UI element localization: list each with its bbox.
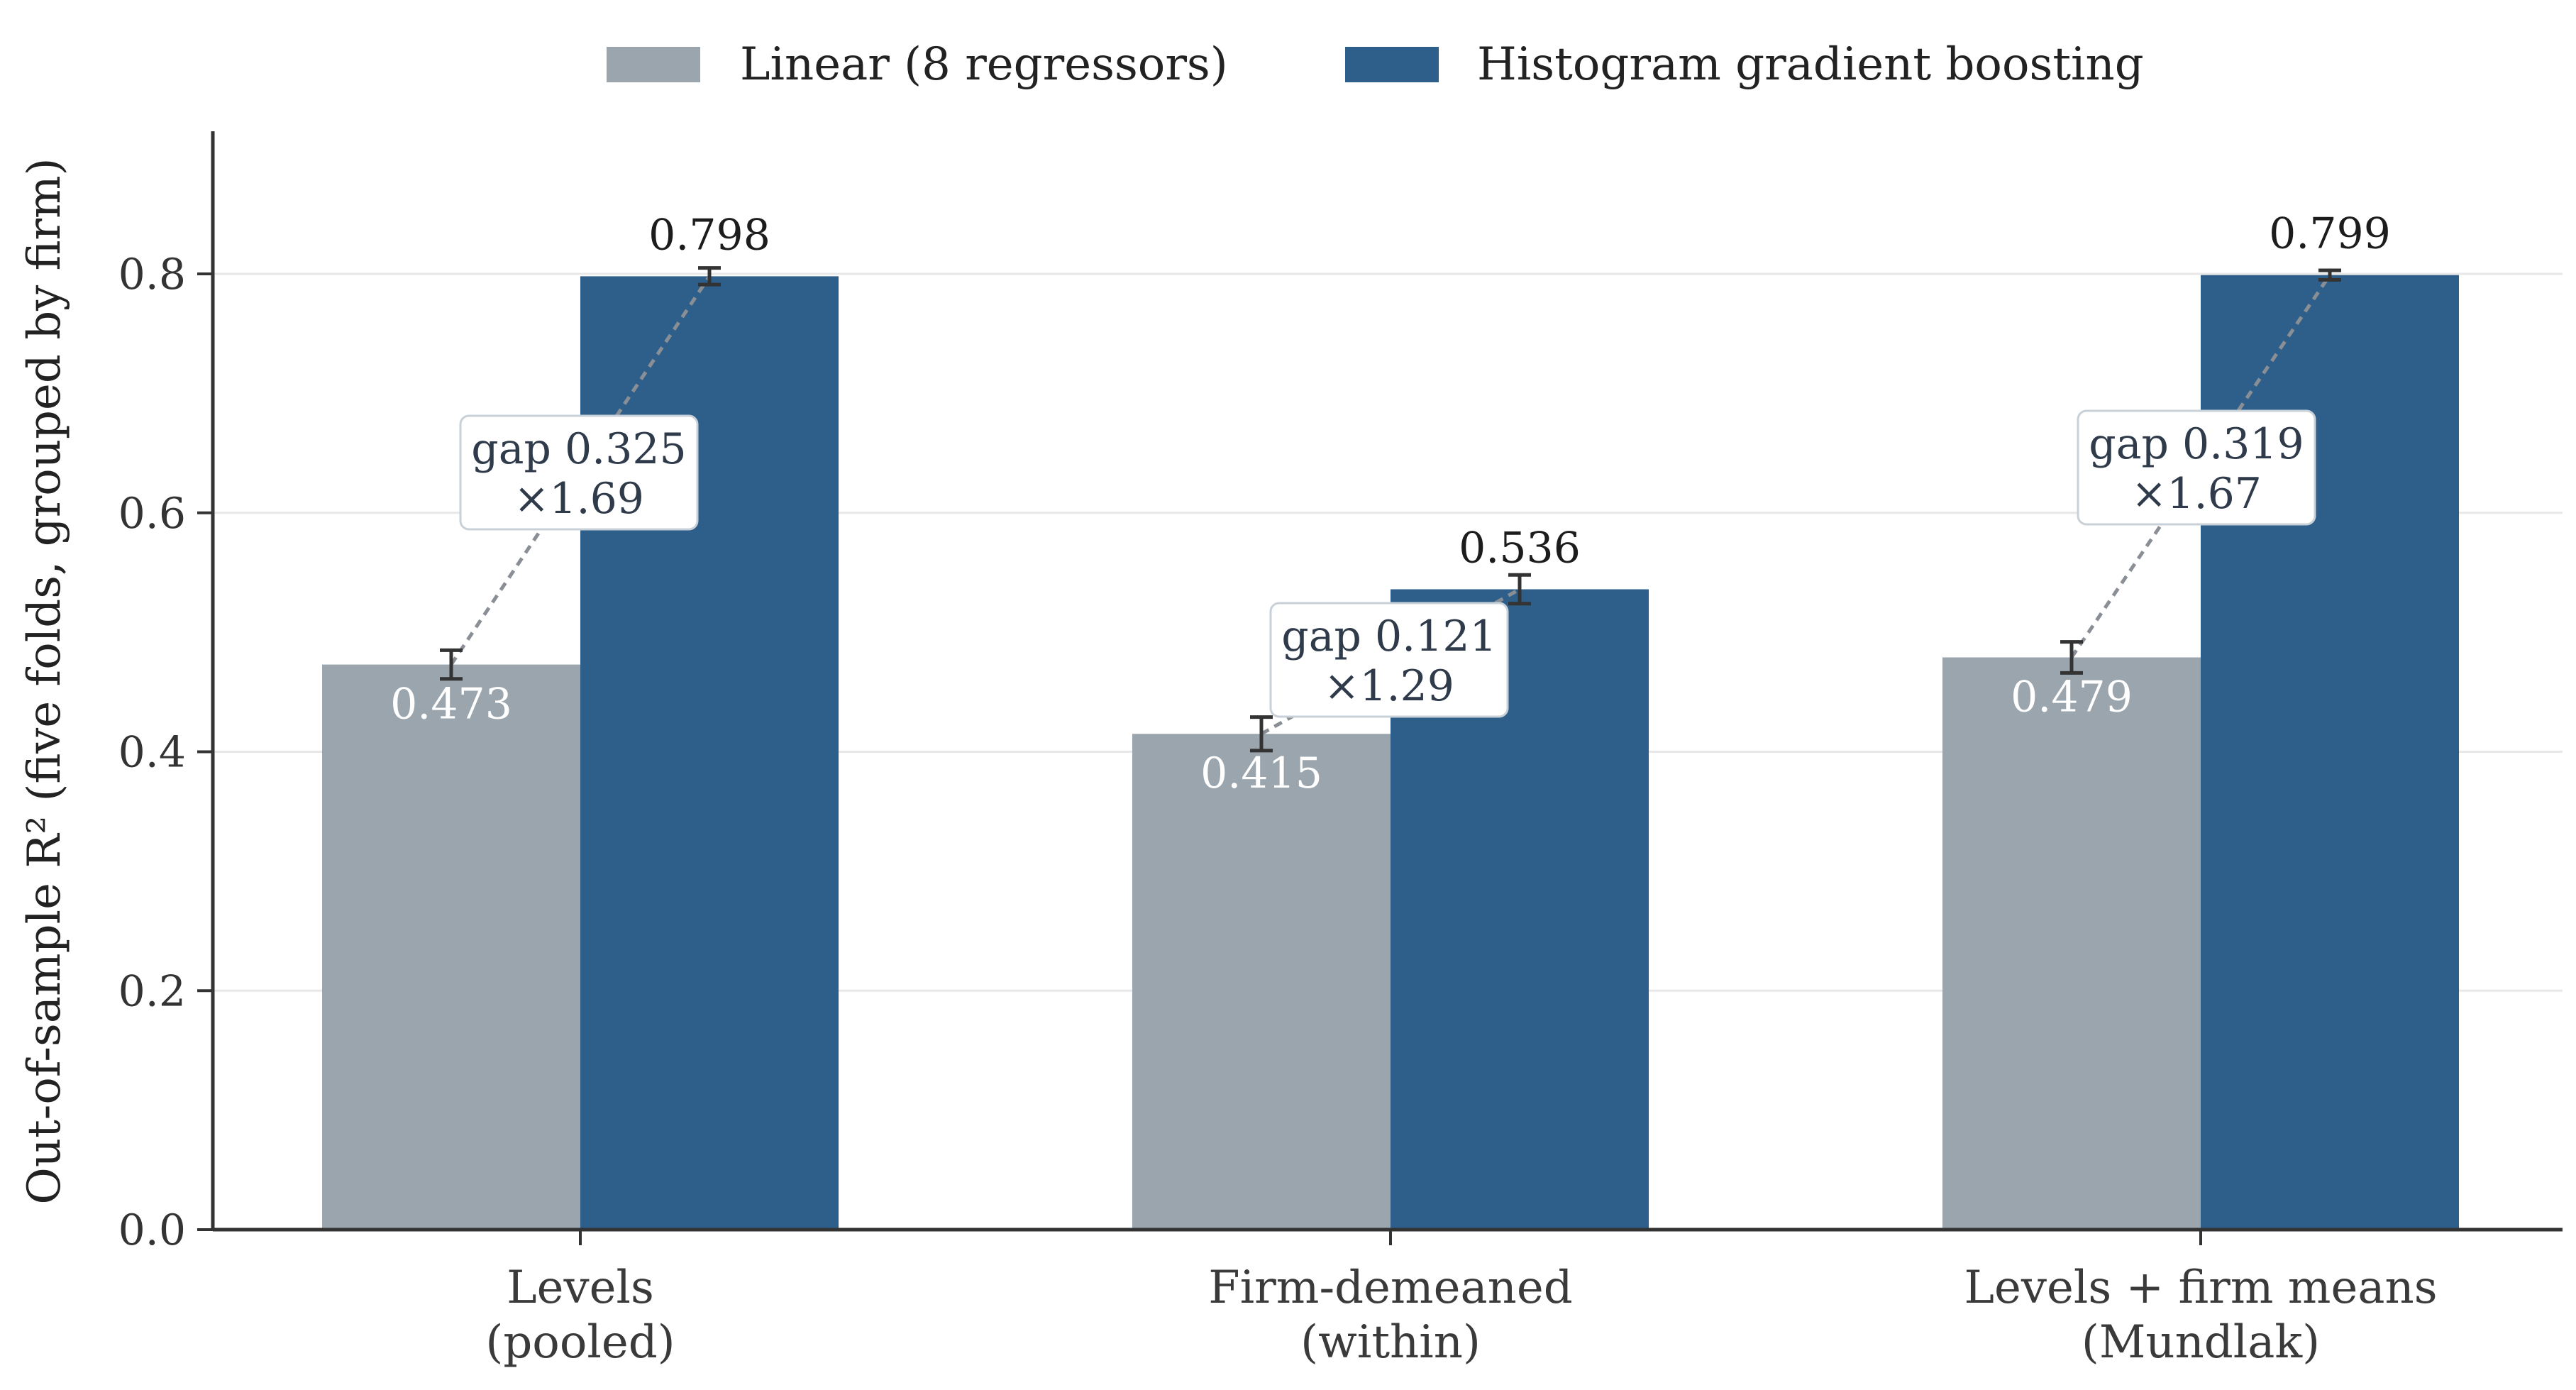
legend-label: Linear (8 regressors) — [740, 38, 1228, 91]
error-bars — [440, 266, 2341, 753]
legend: Linear (8 regressors) Histogram gradient … — [607, 38, 2144, 91]
x-category-label: Firm-demeaned — [1208, 1262, 1572, 1314]
x-category-label: Levels — [507, 1262, 654, 1314]
value-labels: 0.473 0.415 0.479 0.798 0.536 0.799 — [390, 209, 2391, 799]
gap-annotation-box — [2077, 409, 2316, 526]
legend-label: Histogram gradient boosting — [1477, 38, 2144, 91]
axes — [211, 131, 2563, 1232]
value-label: 0.536 — [1459, 524, 1581, 573]
x-category-label: (pooled) — [485, 1316, 675, 1369]
x-category-label: Levels + firm means — [1964, 1262, 2437, 1314]
value-label: 0.415 — [1200, 749, 1322, 798]
value-label: 0.473 — [390, 680, 512, 729]
y-tick-label: 0.4 — [118, 728, 186, 778]
gap-value: gap 0.325 — [471, 424, 686, 474]
gap-annotation-box — [459, 414, 699, 531]
gap-annotations: gap 0.325×1.69 gap 0.121×1.29 gap 0.319×1.… — [459, 409, 2316, 718]
y-tick-label: 0.0 — [118, 1206, 186, 1255]
x-axis-categories: Levels(pooled) Firm-demeaned(within) Level… — [485, 1230, 2438, 1369]
gap-ratio: ×1.69 — [514, 474, 644, 524]
y-axis-label: Out-of-sample R² (five folds, grouped by… — [18, 158, 71, 1204]
legend-swatch — [1345, 47, 1439, 82]
legend-swatch — [607, 47, 700, 82]
bars — [322, 275, 2459, 1230]
bar-linear — [1942, 657, 2201, 1230]
y-tick-label: 0.6 — [118, 489, 186, 539]
gap-annotation-box — [1269, 602, 1509, 718]
y-tick-label: 0.2 — [118, 966, 186, 1016]
gap-value: gap 0.319 — [2089, 419, 2304, 469]
x-category-label: (within) — [1300, 1316, 1481, 1369]
y-tick-label: 0.8 — [118, 250, 186, 299]
value-label: 0.479 — [2011, 672, 2133, 722]
gap-ratio: ×1.29 — [1324, 661, 1454, 711]
bar-linear — [322, 664, 580, 1230]
gap-connector — [449, 275, 712, 666]
value-label: 0.799 — [2269, 209, 2391, 259]
gap-value: gap 0.121 — [1281, 612, 1496, 661]
x-category-label: (Mundlak) — [2082, 1316, 2320, 1369]
bar-linear — [1132, 734, 1391, 1230]
y-axis-ticks: 0.0 0.2 0.4 0.6 0.8 — [118, 250, 213, 1255]
gap-ratio: ×1.67 — [2131, 469, 2262, 519]
value-label: 0.798 — [648, 210, 770, 260]
